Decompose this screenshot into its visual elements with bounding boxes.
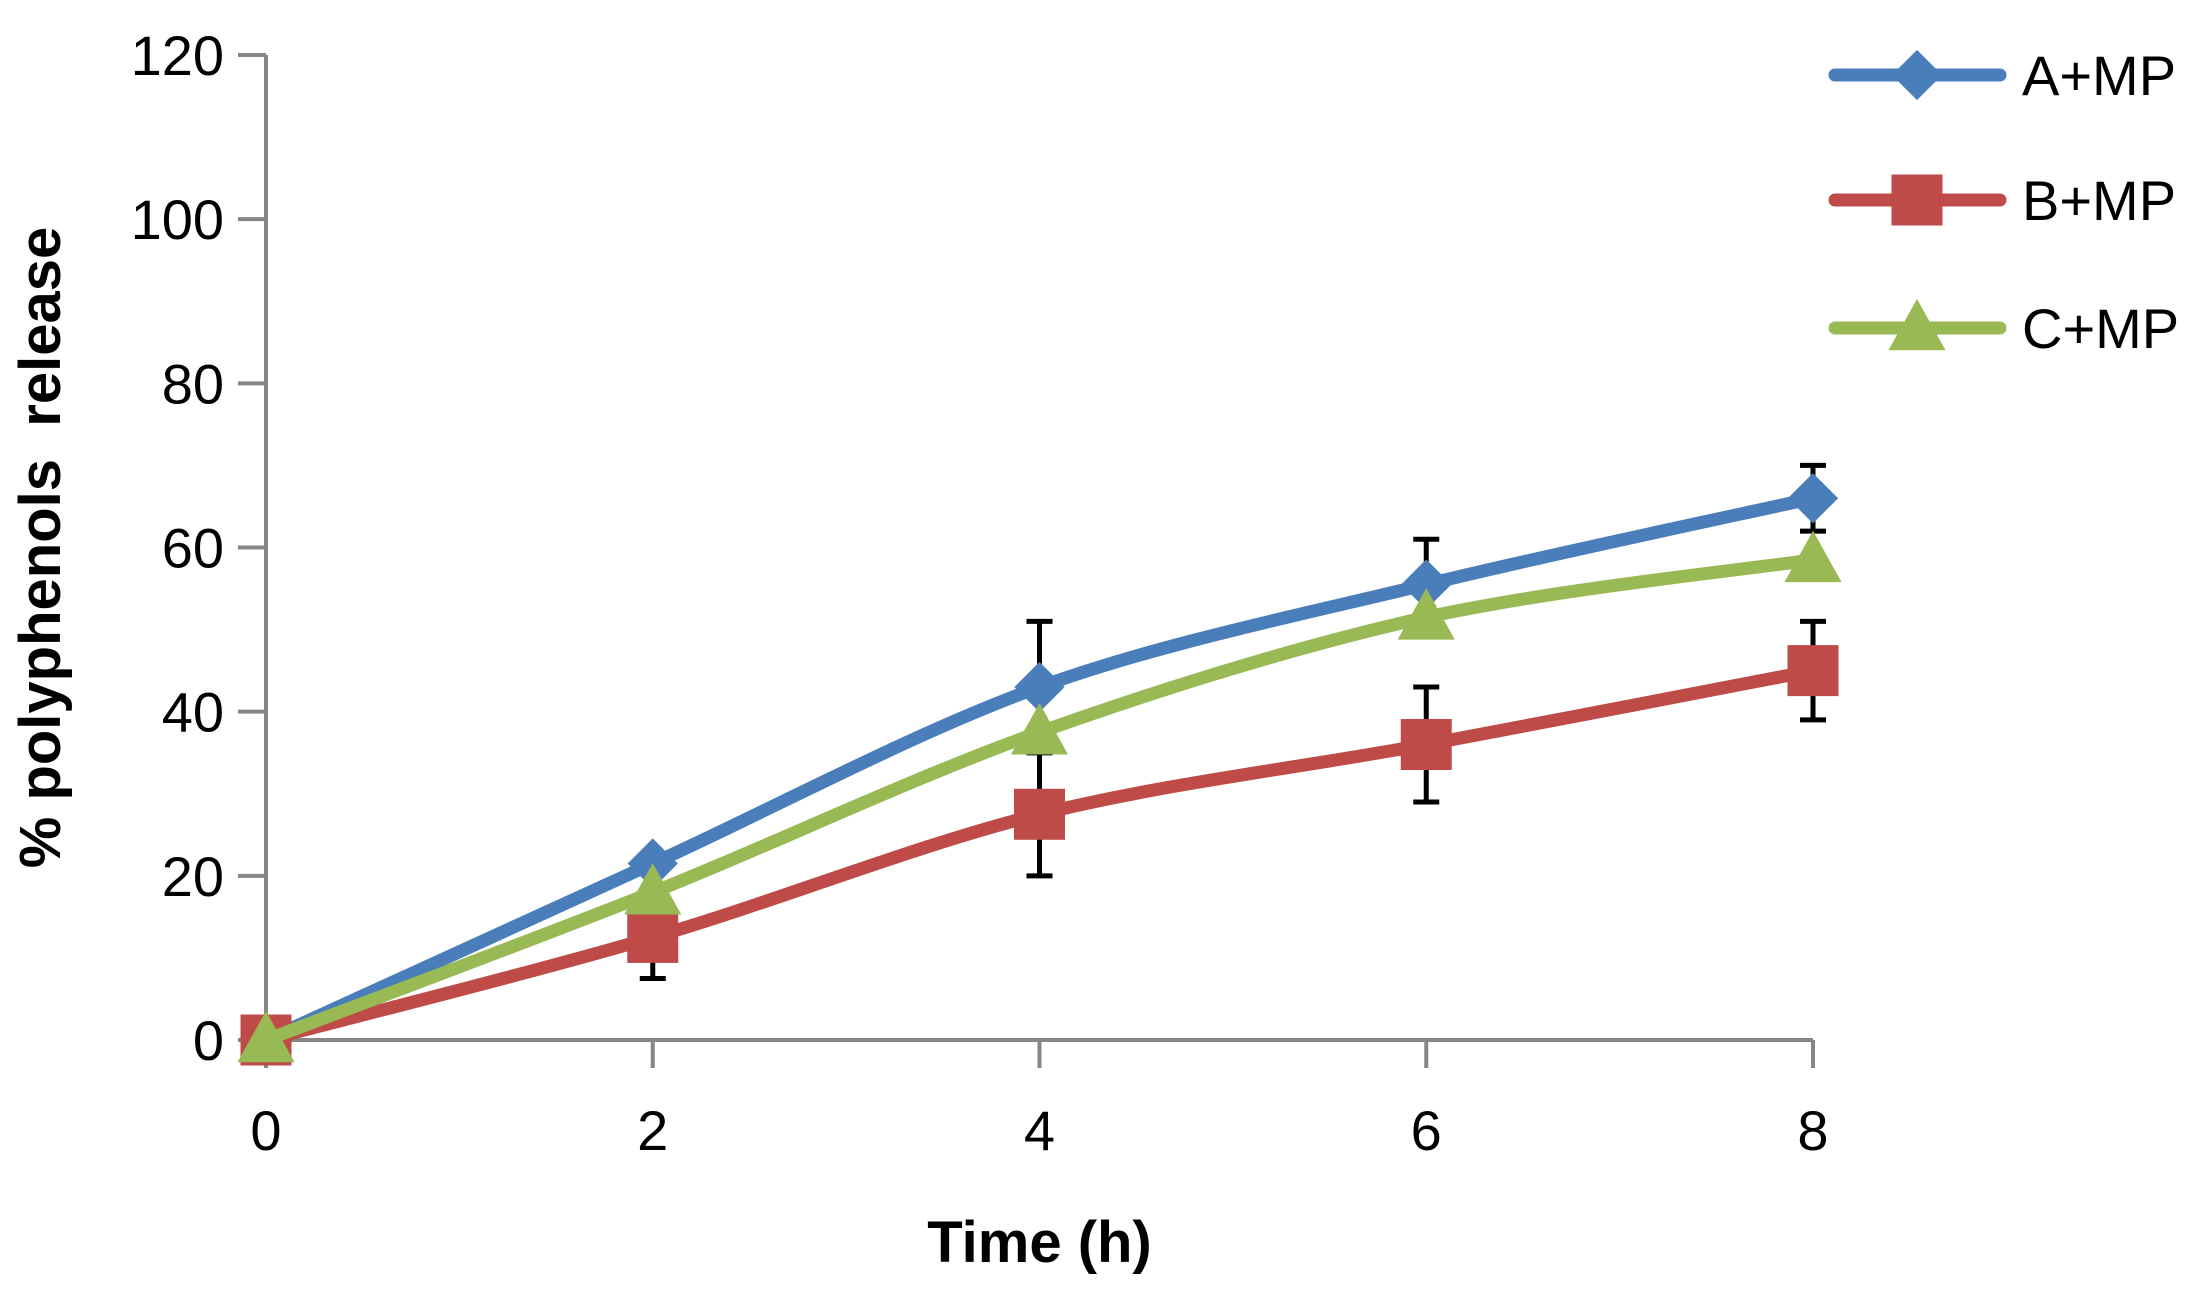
data-point-c-mp (1010, 703, 1069, 755)
x-tick-label: 4 (1024, 1099, 1055, 1162)
legend-marker (1888, 298, 1946, 351)
legend-label: A+MP (2022, 44, 2176, 107)
series-layer (237, 462, 1842, 1066)
legend-marker (1891, 49, 1943, 101)
y-axis-title: % polyphenols release (8, 227, 73, 868)
legend-item-a-mp: A+MP (1828, 44, 2176, 107)
series-C+MP (237, 530, 1842, 1063)
data-point-c-mp (1397, 588, 1455, 640)
y-tick-label: 120 (131, 24, 224, 87)
x-tick-label: 6 (1411, 1099, 1442, 1162)
y-tick-label: 60 (162, 517, 224, 580)
legend-item-c-mp: C+MP (1828, 297, 2179, 360)
axes: 0 20 40 60 80 100 120 0 2 4 6 8 Time (h) % polyphenol… (8, 24, 1829, 1275)
legend-item-b-mp: B+MP (1828, 169, 2176, 232)
data-point-c-mp (624, 863, 682, 915)
y-tick-label: 0 (193, 1009, 224, 1072)
data-point-a-mp (1787, 473, 1839, 524)
x-axis-title: Time (h) (927, 1210, 1152, 1275)
legend-marker (1891, 174, 1943, 226)
y-tick-label: 80 (162, 352, 224, 415)
data-point-b-mp (1400, 719, 1452, 770)
legend-label: C+MP (2022, 297, 2179, 360)
data-point-b-mp (1014, 788, 1065, 840)
x-tick-label: 2 (637, 1099, 668, 1162)
x-tick-label: 0 (250, 1099, 281, 1162)
data-point-b-mp (627, 911, 679, 963)
y-tick-label: 100 (131, 188, 224, 251)
data-point-b-mp (1787, 645, 1839, 697)
y-tick-label: 20 (162, 845, 224, 908)
legend: A+MP B+MP C+MP (1828, 44, 2179, 360)
data-point-c-mp (1784, 530, 1842, 583)
x-tick-label: 8 (1797, 1099, 1828, 1162)
series-B+MP (240, 618, 1839, 1066)
legend-label: B+MP (2022, 169, 2176, 232)
data-point-c-mp (237, 1010, 295, 1063)
y-tick-label: 40 (162, 681, 224, 744)
